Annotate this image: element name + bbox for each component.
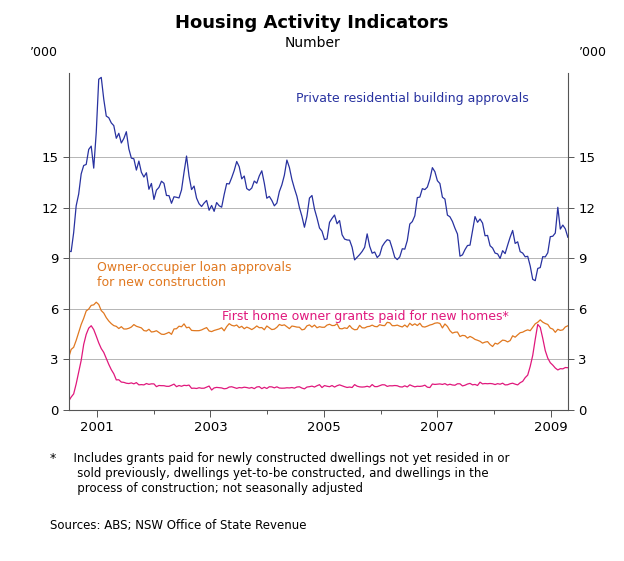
- Text: Private residential building approvals: Private residential building approvals: [296, 91, 529, 105]
- Text: ’000: ’000: [579, 46, 607, 59]
- Text: ’000: ’000: [29, 46, 57, 59]
- Text: Number: Number: [284, 36, 340, 50]
- Text: Sources: ABS; NSW Office of State Revenue: Sources: ABS; NSW Office of State Revenu…: [50, 519, 306, 532]
- Text: First home owner grants paid for new homes*: First home owner grants paid for new hom…: [222, 310, 509, 324]
- Text: Housing Activity Indicators: Housing Activity Indicators: [175, 14, 449, 32]
- Text: Owner-occupier loan approvals
for new construction: Owner-occupier loan approvals for new co…: [97, 261, 291, 289]
- Text: *: *: [50, 452, 56, 465]
- Text: Includes grants paid for newly constructed dwellings not yet resided in or
   so: Includes grants paid for newly construct…: [66, 452, 509, 495]
